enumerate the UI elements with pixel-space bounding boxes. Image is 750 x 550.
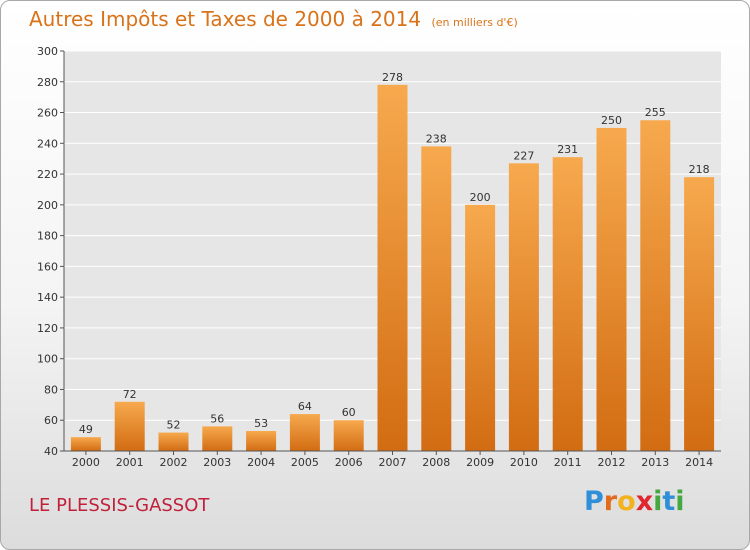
data-label: 278 — [382, 71, 403, 84]
x-tick-label: 2001 — [116, 456, 144, 469]
y-tick-label: 240 — [37, 137, 58, 150]
data-label: 53 — [254, 417, 268, 430]
bar — [70, 437, 101, 451]
data-label: 231 — [557, 143, 578, 156]
bar — [596, 127, 627, 451]
logo-letter: r — [603, 486, 618, 517]
x-tick-label: 2014 — [685, 456, 713, 469]
chart-title: Autres Impôts et Taxes de 2000 à 2014 (e… — [29, 7, 518, 31]
data-label: 72 — [123, 388, 137, 401]
bar — [202, 426, 233, 451]
bar — [552, 157, 583, 451]
chart-title-text: Autres Impôts et Taxes de 2000 à 2014 — [29, 7, 422, 31]
y-tick-label: 120 — [37, 322, 58, 335]
logo-letter: i — [653, 486, 663, 517]
x-tick-label: 2013 — [641, 456, 669, 469]
y-tick-label: 60 — [44, 414, 58, 427]
y-tick-label: 160 — [37, 260, 58, 273]
bar — [421, 146, 452, 451]
data-label: 49 — [79, 423, 93, 436]
commune-name: LE PLESSIS-GASSOT — [29, 495, 210, 516]
x-tick-label: 2003 — [203, 456, 231, 469]
bar — [508, 163, 539, 452]
y-tick-label: 80 — [44, 383, 58, 396]
proxiti-logo: Proxiti — [584, 486, 685, 517]
bar — [246, 431, 277, 451]
bar — [289, 414, 320, 451]
x-tick-label: 2012 — [598, 456, 626, 469]
bar — [640, 120, 671, 451]
logo-letter: x — [635, 486, 654, 517]
y-tick-label: 300 — [37, 45, 58, 58]
y-tick-label: 260 — [37, 107, 58, 120]
bar — [114, 401, 145, 451]
data-label: 56 — [210, 412, 224, 425]
x-tick-label: 2008 — [422, 456, 450, 469]
x-tick-label: 2010 — [510, 456, 538, 469]
chart-subtitle: (en milliers d'€) — [431, 16, 518, 29]
x-tick-label: 2009 — [466, 456, 494, 469]
bar — [333, 420, 364, 451]
y-tick-label: 280 — [37, 76, 58, 89]
y-tick-label: 100 — [37, 353, 58, 366]
data-label: 218 — [689, 163, 710, 176]
data-label: 64 — [298, 400, 312, 413]
logo-letter: t — [662, 486, 676, 517]
data-label: 60 — [342, 406, 356, 419]
y-tick-label: 200 — [37, 199, 58, 212]
data-label: 238 — [426, 132, 447, 145]
data-label: 255 — [645, 106, 666, 119]
y-tick-label: 180 — [37, 230, 58, 243]
y-tick-label: 140 — [37, 291, 58, 304]
y-axis-ticks: 40 60 80 100 120 140 160 180 200 220 240 260 280 300 — [37, 45, 64, 458]
bar — [684, 177, 715, 451]
logo-letter: P — [584, 486, 604, 517]
x-tick-label: 2005 — [291, 456, 319, 469]
bars: 49 72 52 56 53 64 60 278 238 200 227 231 250 255 218 — [70, 71, 715, 452]
bar — [465, 204, 496, 451]
data-label: 250 — [601, 114, 622, 127]
y-tick-label: 220 — [37, 168, 58, 181]
x-axis-ticks: 2000 2001 2002 2003 2004 2005 2006 2007 2008 2009… — [72, 451, 713, 469]
data-label: 52 — [167, 419, 181, 432]
x-tick-label: 2011 — [554, 456, 582, 469]
y-tick-label: 40 — [44, 445, 58, 458]
data-label: 200 — [470, 191, 491, 204]
x-tick-label: 2006 — [335, 456, 363, 469]
data-label: 227 — [513, 149, 534, 162]
logo-letter: o — [617, 486, 636, 517]
x-tick-label: 2000 — [72, 456, 100, 469]
logo-letter: i — [675, 486, 685, 517]
bar — [158, 432, 189, 451]
x-tick-label: 2007 — [379, 456, 407, 469]
x-tick-label: 2002 — [160, 456, 188, 469]
bar — [377, 84, 408, 451]
x-tick-label: 2004 — [247, 456, 275, 469]
